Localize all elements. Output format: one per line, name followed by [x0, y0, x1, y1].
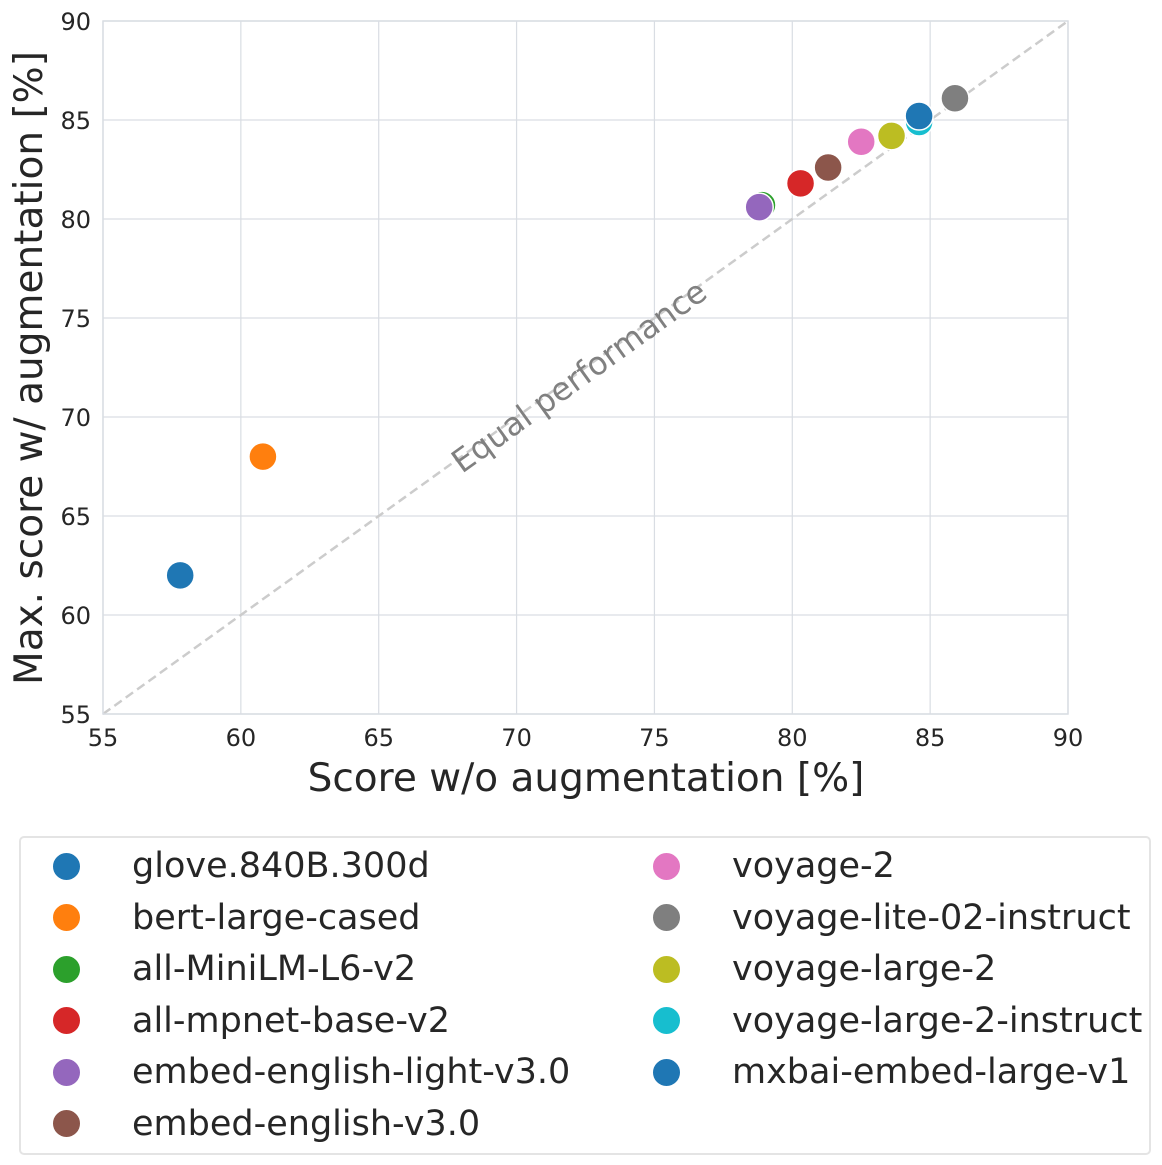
legend: glove.840B.300d bert-large-cased all-MiniL… [19, 836, 1151, 1155]
scatter-chart: Equal performance 55 60 65 70 75 80 85 90 55 60 65… [7, 8, 1083, 801]
legend-item: mxbai-embed-large-v1 [621, 1046, 1151, 1098]
equal-performance-label: Equal performance [444, 272, 713, 480]
y-axis-title: Max. score w/ augmentation [%] [7, 51, 52, 685]
x-tick-label: 60 [226, 724, 257, 752]
legend-marker [652, 851, 681, 881]
y-tick-label: 70 [60, 404, 91, 432]
x-tick-label: 90 [1053, 724, 1084, 752]
legend-marker [52, 903, 81, 932]
legend-item: voyage-large-2 [621, 943, 1151, 995]
y-tick-label: 90 [60, 8, 91, 36]
axis-ticks: 55 60 65 70 75 80 85 90 55 60 65 70 75 80 85 90 [60, 8, 1083, 752]
legend-item: embed-english-light-v3.0 [21, 1046, 570, 1098]
legend-marker [652, 1057, 681, 1087]
legend-item: all-mpnet-base-v2 [21, 995, 551, 1047]
y-tick-label: 75 [60, 305, 91, 333]
legend-label: voyage-lite-02-instruct [732, 897, 1131, 938]
legend-label: voyage-large-2 [732, 949, 997, 989]
legend-label: voyage-large-2-instruct [732, 1000, 1143, 1041]
point-voyage-lite-02-instruct [940, 83, 970, 113]
legend-marker [52, 1109, 81, 1138]
point-embed-english-v3.0 [813, 152, 843, 183]
point-all-mpnet-base-v2 [785, 168, 816, 199]
point-mxbai-embed-large-v1 [904, 101, 934, 131]
legend-marker [52, 954, 81, 984]
legend-label: embed-english-v3.0 [132, 1103, 481, 1144]
legend-item: glove.840B.300d [21, 840, 551, 892]
data-points [165, 83, 970, 591]
x-tick-label: 75 [639, 724, 670, 752]
x-tick-label: 80 [777, 724, 808, 752]
legend-label: embed-english-light-v3.0 [132, 1052, 571, 1092]
legend-marker [652, 954, 681, 984]
legend-label: glove.840B.300d [132, 846, 430, 886]
y-tick-label: 60 [60, 602, 91, 630]
x-tick-label: 55 [88, 724, 119, 752]
legend-marker [652, 1006, 681, 1035]
legend-item: embed-english-v3.0 [21, 1098, 551, 1150]
legend-label: all-MiniLM-L6-v2 [132, 949, 417, 989]
plot-border [102, 20, 1069, 715]
y-tick-label: 65 [60, 503, 91, 531]
legend-label: voyage-2 [732, 846, 895, 886]
legend-marker [52, 851, 81, 881]
point-bert-large-cased [248, 441, 278, 472]
legend-item: voyage-lite-02-instruct [621, 892, 1151, 944]
x-tick-label: 70 [501, 724, 532, 752]
legend-label: mxbai-embed-large-v1 [732, 1052, 1131, 1092]
legend-marker [52, 1057, 81, 1087]
point-voyage-large-2 [876, 121, 907, 151]
legend-marker [652, 903, 681, 932]
legend-item: voyage-2 [621, 840, 1151, 892]
x-axis-title: Score w/o augmentation [%] [308, 756, 865, 801]
point-glove.840B.300d [165, 560, 195, 591]
x-tick-label: 65 [363, 724, 394, 752]
equal-performance-line [102, 19, 1069, 716]
legend-label: bert-large-cased [132, 897, 421, 938]
point-embed-english-light-v3.0 [744, 192, 774, 222]
grid [102, 20, 1069, 715]
plot-frame [102, 20, 1069, 715]
legend-item: voyage-large-2-instruct [621, 995, 1151, 1047]
legend-label: all-mpnet-base-v2 [132, 1000, 451, 1041]
y-tick-label: 80 [60, 206, 91, 234]
legend-item: all-MiniLM-L6-v2 [21, 943, 551, 995]
x-tick-label: 85 [915, 724, 946, 752]
legend-item: bert-large-cased [21, 892, 551, 944]
point-voyage-2 [846, 127, 876, 157]
y-tick-label: 55 [60, 701, 91, 729]
y-tick-label: 85 [60, 107, 91, 135]
legend-marker [52, 1006, 81, 1035]
